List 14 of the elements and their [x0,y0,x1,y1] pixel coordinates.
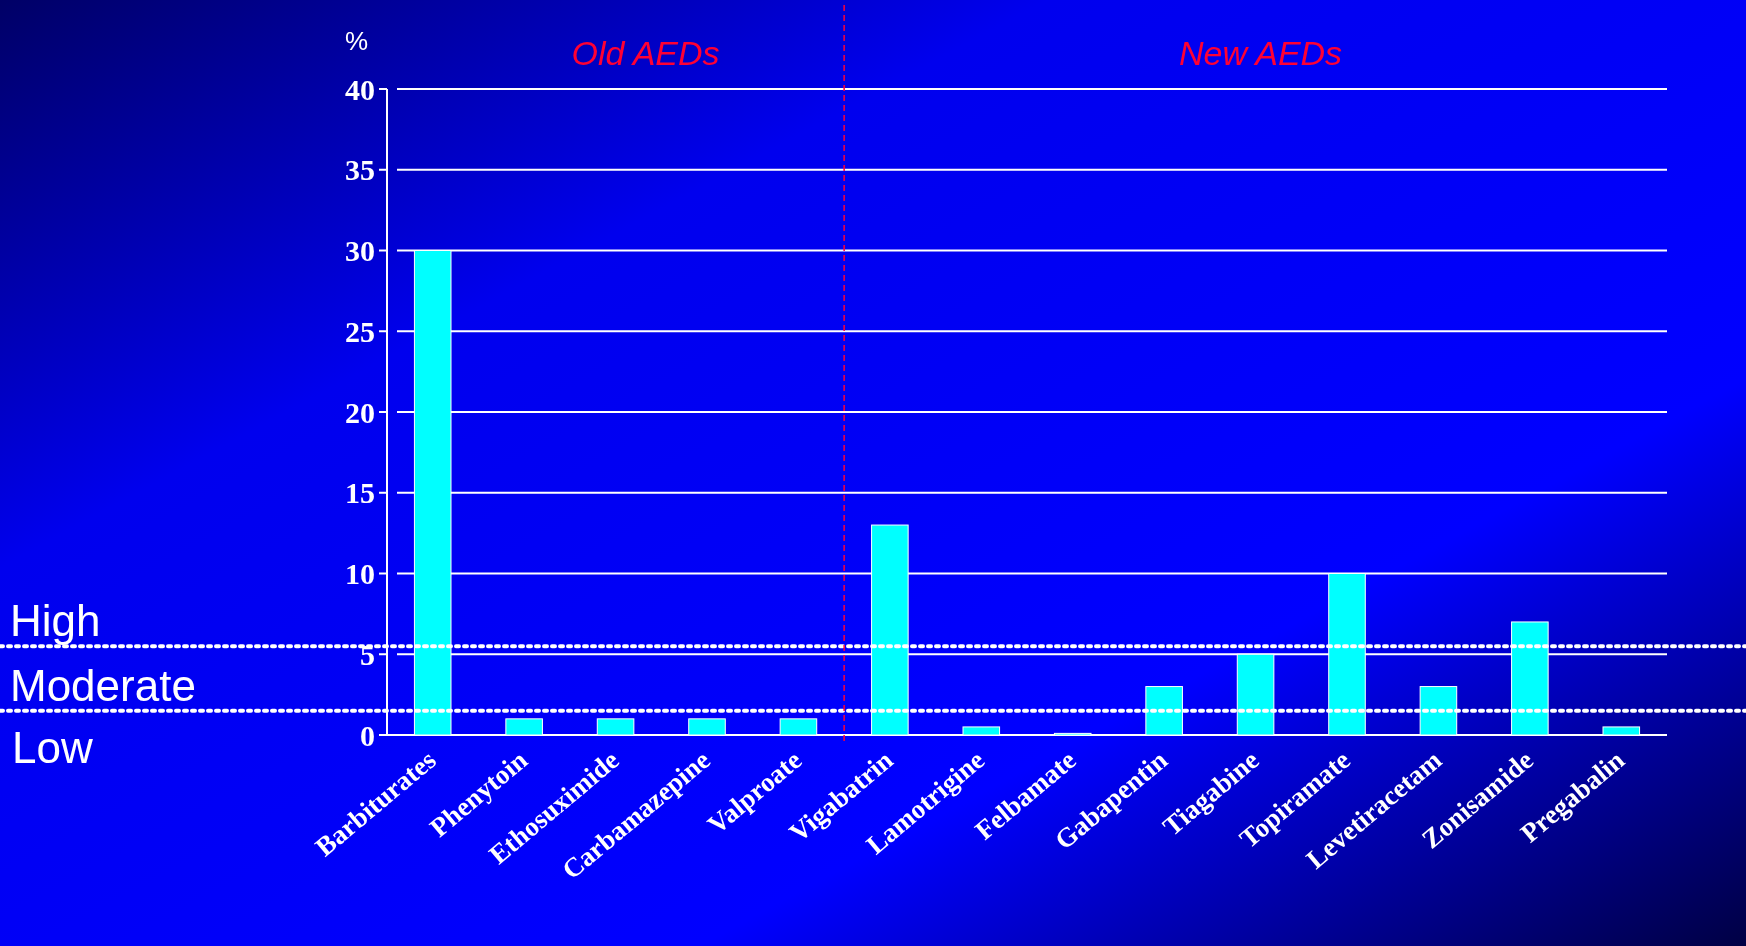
y-tick-label: 35 [345,153,375,187]
y-tick-label: 0 [360,718,375,752]
y-tick-label: 20 [345,395,375,429]
y-tick-label: 10 [345,557,375,590]
ref-line-label: Moderate [10,660,196,710]
ref-line-label: High [10,596,101,646]
y-axis-title: % [345,26,369,56]
text: Low [12,722,93,772]
y-tick-label: 30 [345,234,375,267]
text: Old AEDs [571,34,720,72]
text: New AEDs [1179,34,1343,72]
y-tick-label: 40 [345,72,375,106]
y-tick-label: 15 [345,476,375,510]
y-tick-label: 25 [345,314,375,348]
